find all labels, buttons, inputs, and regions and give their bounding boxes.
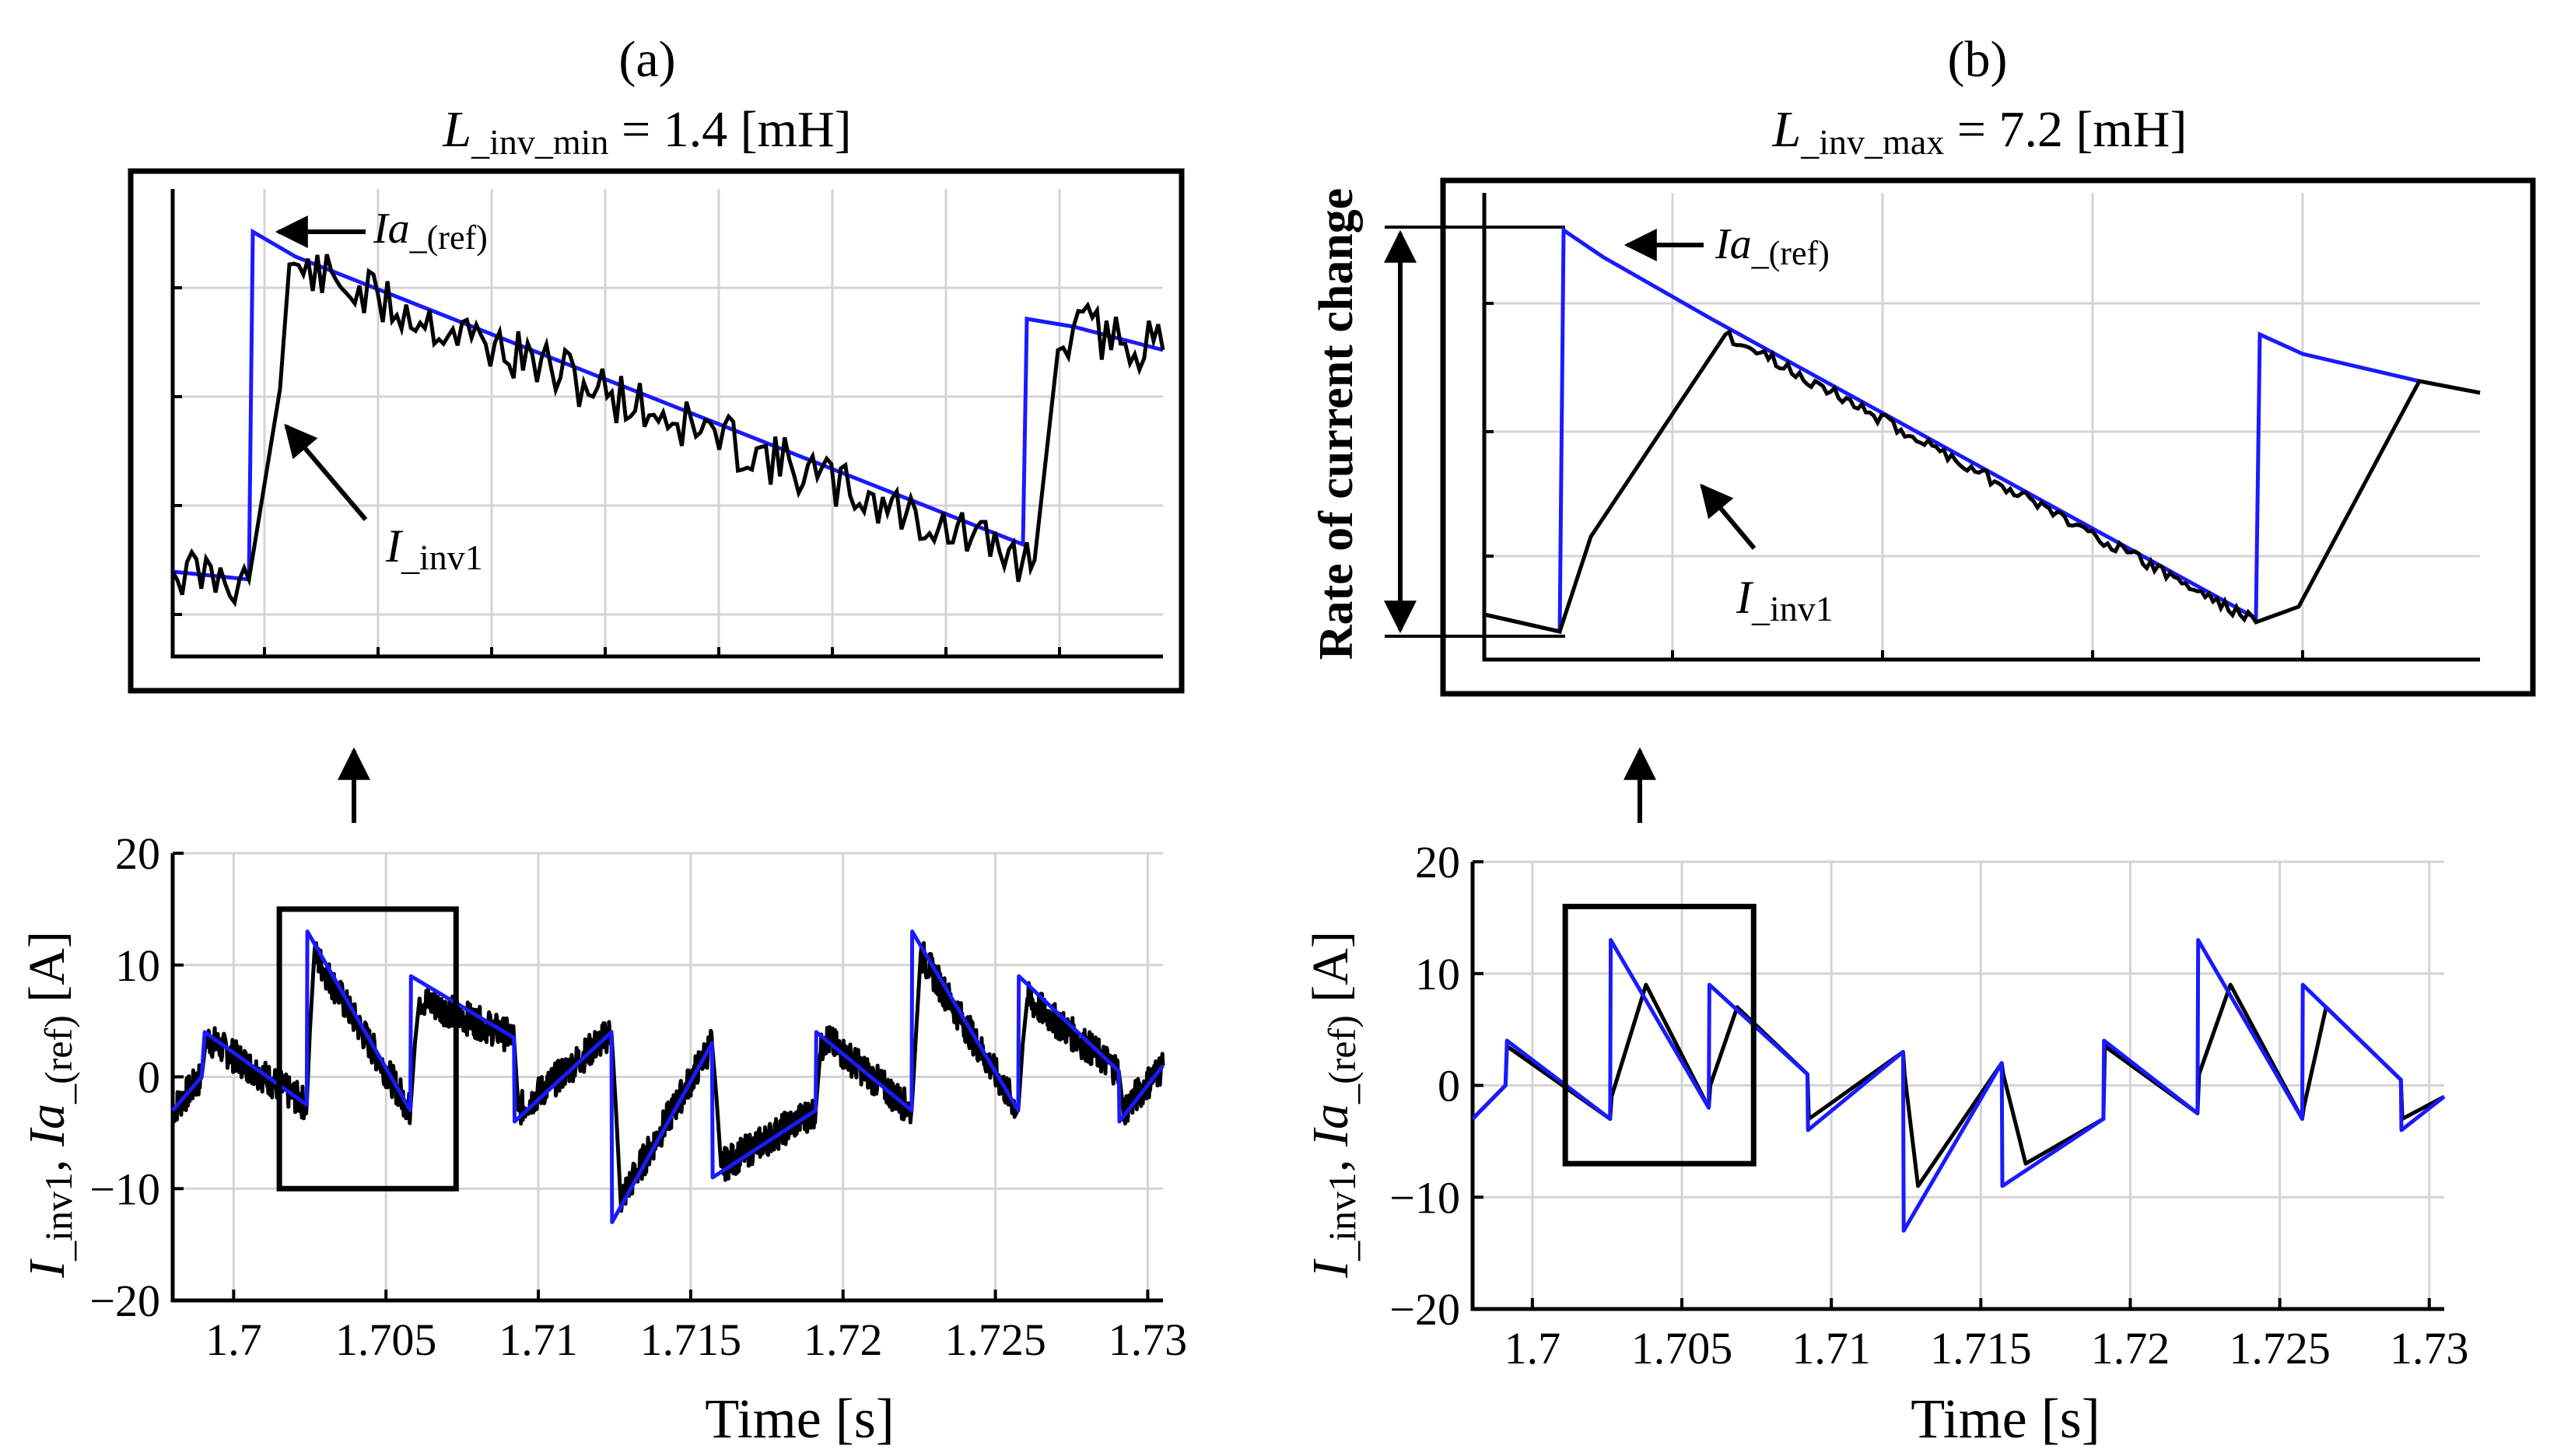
x-tick-label: 1.73 xyxy=(2390,1323,2469,1374)
y-tick-label: −20 xyxy=(89,1276,160,1326)
panel-b-title-symbol: L xyxy=(1772,101,1802,158)
y-tick-label: 10 xyxy=(1415,949,1460,999)
y-tick-label: 20 xyxy=(115,828,160,879)
x-tick-label: 1.725 xyxy=(944,1314,1046,1365)
panel-b-xlabel: Time [s] xyxy=(1911,1388,2100,1450)
panel-a-zoom-ref-line xyxy=(172,228,1164,582)
y-tick-label: 10 xyxy=(115,940,160,991)
panel-b: (b) L_inv_max = 7.2 [mH] Rate of current… xyxy=(1302,31,2536,1450)
panel-b-zoom-box xyxy=(1562,904,1757,1167)
panel-b-title-value: = 7.2 [mH] xyxy=(1944,101,2187,158)
y-tick-label: −10 xyxy=(1389,1172,1460,1223)
panel-b-title-subscript: _inv_max xyxy=(1800,122,1944,162)
panel-a: (a) L_inv_min = 1.4 [mH] Ia_(ref) I_inv1… xyxy=(19,31,1187,1450)
panel-b-zoom-inv-line xyxy=(1483,328,2481,634)
panel-a-ylabel: I_inv1, Ia_(ref) [A] xyxy=(19,931,80,1279)
panel-a-zoom-grid xyxy=(173,189,1163,656)
x-tick-label: 1.73 xyxy=(1109,1314,1188,1365)
panel-a-xlabel: Time [s] xyxy=(705,1388,894,1450)
panel-a-zoom-inv-line xyxy=(170,254,1165,607)
y-tick-label: 0 xyxy=(138,1052,160,1103)
panel-b-ylabel: I_inv1, Ia_(ref) [A] xyxy=(1302,931,1364,1279)
panel-a-title: L_inv_min = 1.4 [mH] xyxy=(442,101,851,162)
y-tick-label: 20 xyxy=(1415,837,1460,887)
x-tick-label: 1.72 xyxy=(2091,1323,2170,1374)
x-tick-label: 1.705 xyxy=(1631,1323,1733,1374)
x-tick-label: 1.72 xyxy=(804,1314,883,1365)
panel-a-series-ref xyxy=(171,929,1165,1224)
x-tick-label: 1.7 xyxy=(1504,1323,1561,1374)
panel-b-grid xyxy=(1473,860,2444,1311)
panel-b-zoom-frame xyxy=(1440,177,2536,697)
panel-b-label: (b) xyxy=(1948,31,2008,88)
panel-b-inv-arrow xyxy=(1700,483,1757,550)
panel-a-title-subscript: _inv_min xyxy=(471,122,608,162)
panel-a-zoom-box xyxy=(276,906,459,1192)
panel-b-zoom-grid xyxy=(1484,193,2480,660)
panel-b-vertical-annotation: Rate of current change xyxy=(1310,188,1363,660)
panel-b-ref-annotation: Ia_(ref) xyxy=(1715,220,1830,272)
y-tick-label: −20 xyxy=(1389,1284,1460,1335)
x-tick-label: 1.715 xyxy=(1930,1323,2032,1374)
panel-a-zoom-frame xyxy=(128,168,1185,694)
x-tick-label: 1.705 xyxy=(335,1314,437,1365)
panel-a-title-value: = 1.4 [mH] xyxy=(608,101,851,158)
x-tick-label: 1.71 xyxy=(499,1314,578,1365)
panel-a-label: (a) xyxy=(618,31,675,88)
panel-b-ticks: 1.7 1.705 1.71 1.715 1.72 1.725 1.73 −20 −10 0 10 2… xyxy=(1389,837,2468,1374)
panel-a-zoom-inset: Ia_(ref) I_inv1 xyxy=(128,168,1185,694)
panel-b-inv-annotation: I_inv1 xyxy=(1736,572,1834,628)
panel-a-zoom-axes xyxy=(170,189,1163,659)
panel-a-ticks: 1.7 1.705 1.71 1.715 1.72 1.725 1.73 −20 −10 0 10 2… xyxy=(89,828,1187,1365)
y-tick-label: −10 xyxy=(89,1164,160,1214)
panel-b-zoom-axes xyxy=(1482,193,2480,662)
panel-a-title-symbol: L xyxy=(442,101,471,158)
x-tick-label: 1.715 xyxy=(640,1314,742,1365)
panel-b-chart: 1.7 1.705 1.71 1.715 1.72 1.725 1.73 −20 −10 0 10 2… xyxy=(1302,837,2469,1450)
panel-b-rate-extension-lines xyxy=(1385,226,1565,638)
panel-b-title: L_inv_max = 7.2 [mH] xyxy=(1772,101,2187,162)
panel-b-series-ref xyxy=(1471,938,2446,1233)
x-tick-label: 1.71 xyxy=(1792,1323,1871,1374)
panel-b-zoom-inset: Ia_(ref) I_inv1 xyxy=(1384,177,2536,697)
x-tick-label: 1.7 xyxy=(205,1314,262,1365)
panel-a-chart: 1.7 1.705 1.71 1.715 1.72 1.725 1.73 −20 −10 0 10 2… xyxy=(19,828,1187,1450)
panel-a-ref-annotation: Ia_(ref) xyxy=(373,205,488,257)
x-tick-label: 1.725 xyxy=(2229,1323,2331,1374)
panel-a-grid xyxy=(173,852,1163,1302)
panel-a-inv-arrow xyxy=(284,423,368,521)
panel-a-inv-annotation: I_inv1 xyxy=(385,520,483,577)
y-tick-label: 0 xyxy=(1438,1061,1460,1111)
